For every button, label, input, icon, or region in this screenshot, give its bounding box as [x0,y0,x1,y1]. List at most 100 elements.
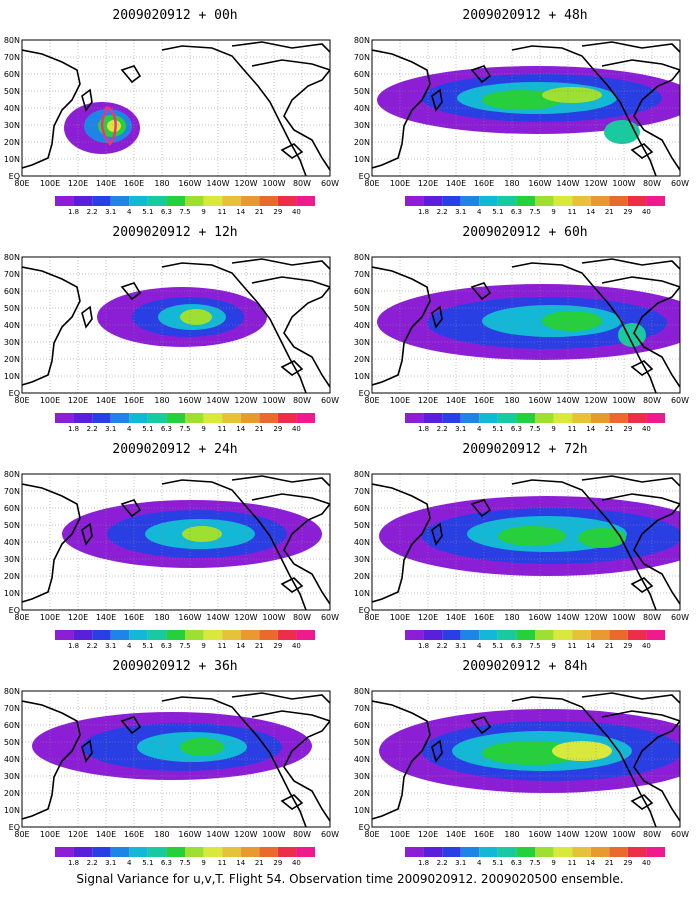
lon-tick-label: 180 [504,179,519,188]
lon-tick-label: 80E [364,613,379,622]
colorbar-label: 3.1 [455,859,466,867]
colorbar-swatch [129,196,148,206]
lon-tick-label: 160E [124,179,144,188]
colorbar-swatch [405,196,424,206]
colorbar-label: 5.1 [142,859,153,867]
colorbar-swatch [460,196,480,206]
lat-tick-label: 80N [4,36,20,45]
lon-tick-label: 80E [14,613,29,622]
lon-tick-label: 120E [418,179,438,188]
colorbar-swatch [535,413,554,423]
colorbar-swatch [240,413,260,423]
colorbar-label: 29 [273,208,282,216]
lat-tick-label: 30N [354,121,370,130]
lat-tick-label: 70N [4,704,20,713]
map-grid [22,691,330,827]
colorbar-label: 9 [551,425,555,433]
lat-tick-label: 10N [4,155,20,164]
lat-tick-label: 10N [4,806,20,815]
lat-tick-label: 10N [354,589,370,598]
lat-tick-label: EQ [9,389,20,398]
lon-tick-label: 160W [528,613,551,622]
map-panel: 2009020912 + 24h 80N 70N 60N 50N 40N 30N 20N 10N… [0,434,350,659]
lon-tick-label: 120E [418,613,438,622]
colorbar-label: 1.8 [68,208,79,216]
lon-tick-label: 120W [584,396,607,405]
colorbar-label: 4 [477,425,482,433]
lat-tick-label: 60N [354,70,370,79]
colorbar-swatch [73,847,93,857]
lat-tick-label: 80N [4,470,20,479]
lon-tick-label: 100E [390,179,410,188]
lat-tick-label: 40N [354,755,370,764]
colorbar-swatch [73,630,93,640]
lat-tick-label: EQ [9,172,20,181]
colorbar-label: 1.8 [68,859,79,867]
colorbar-swatch [516,413,535,423]
lon-tick-label: 140E [96,830,116,839]
colorbar-swatch [222,847,241,857]
colorbar-swatch [185,413,204,423]
colorbar-swatch [296,847,315,857]
colorbar-swatch [609,196,628,206]
lat-tick-label: 60N [4,721,20,730]
lon-tick-label: 80W [643,179,661,188]
variance-field [62,500,322,568]
lat-tick-label: 50N [4,304,20,313]
lon-tick-label: 100E [40,613,60,622]
lon-tick-label: 100E [40,830,60,839]
lon-tick-label: 180 [154,613,169,622]
colorbar-label: 1.8 [418,859,429,867]
lat-tick-label: 40N [4,538,20,547]
map-panel: 2009020912 + 12h 80N 70N 60N 50N 40N 30N 20N 10N… [0,217,350,442]
lon-tick-label: 140E [96,179,116,188]
lon-tick-label: 140W [556,396,579,405]
lon-tick-label: 140E [446,179,466,188]
lon-tick-label: 140W [556,830,579,839]
coastline [372,41,680,176]
figure-caption: Signal Variance for u,v,T. Flight 54. Ob… [76,872,624,886]
lon-tick-label: 80W [643,613,661,622]
lat-tick-label: 30N [354,772,370,781]
lon-tick-label: 120W [234,179,257,188]
colorbar-label: 1.8 [418,208,429,216]
colorbar-swatch [646,413,665,423]
map-frame [21,39,331,177]
coastline [22,475,330,610]
colorbar-label: 9 [201,208,205,216]
colorbar-label: 7.5 [529,859,540,867]
lat-tick-label: 30N [4,772,20,781]
lon-tick-label: 180 [504,396,519,405]
colorbar-label: 3.1 [105,425,116,433]
colorbar-swatch [460,630,480,640]
colorbar-label: 14 [236,642,245,650]
lon-tick-label: 140W [206,613,229,622]
lon-tick-label: 120E [418,830,438,839]
colorbar-swatch [222,413,241,423]
lat-tick-label: 10N [4,372,20,381]
colorbar-swatch [535,196,554,206]
colorbar-label: 2.2 [437,425,448,433]
lon-tick-label: 80E [364,179,379,188]
colorbar-swatch [627,413,647,423]
variance-contour [604,120,640,144]
coastline [22,258,330,393]
lat-tick-label: 20N [354,572,370,581]
variance-contour [107,120,121,132]
colorbar-label: 7.5 [529,642,540,650]
map-frame [21,690,331,828]
lat-tick-label: 70N [4,270,20,279]
lon-tick-label: 140W [206,396,229,405]
colorbar-label: 1.8 [68,642,79,650]
colorbar-swatch [442,196,461,206]
lon-tick-label: 100W [262,179,285,188]
lat-tick-label: 40N [354,104,370,113]
panel-title: 2009020912 + 00h [112,8,238,23]
lat-tick-label: 50N [4,521,20,530]
colorbar-swatch [55,847,74,857]
lon-tick-label: 60W [321,830,339,839]
colorbar-swatch [166,196,185,206]
